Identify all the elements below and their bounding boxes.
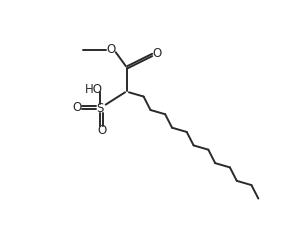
Text: O: O xyxy=(73,101,82,114)
Text: O: O xyxy=(152,46,162,60)
Text: O: O xyxy=(97,124,106,137)
Text: HO: HO xyxy=(85,83,103,96)
Text: O: O xyxy=(106,43,116,56)
Text: S: S xyxy=(97,102,104,115)
